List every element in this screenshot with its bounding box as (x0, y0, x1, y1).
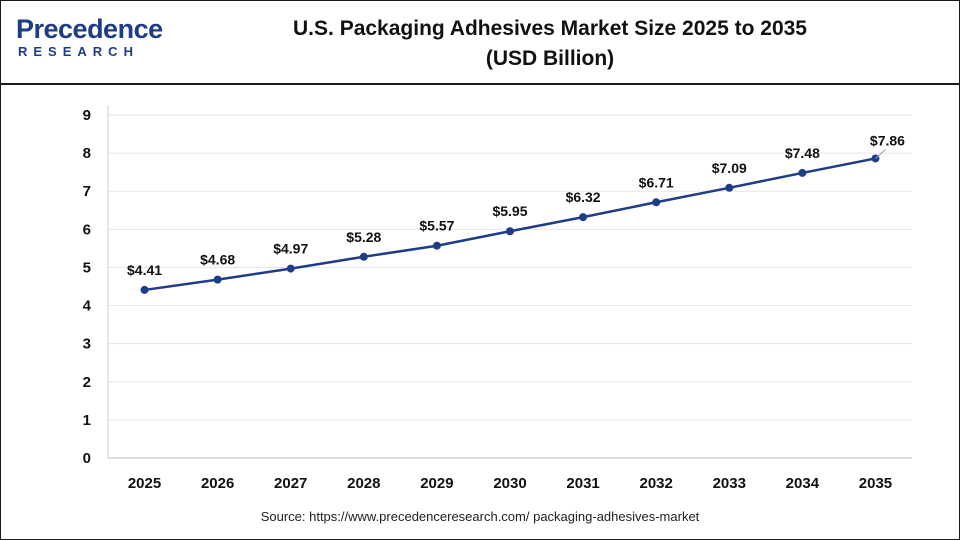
x-tick-label: 2026 (201, 475, 234, 492)
y-tick-label: 0 (83, 450, 91, 467)
chart-title-line-1: U.S. Packaging Adhesives Market Size 202… (293, 17, 807, 40)
y-tick-label: 2 (83, 374, 91, 391)
data-point (140, 285, 149, 294)
chart-title-line-2: (USD Billion) (485, 47, 615, 70)
data-label: $5.28 (346, 229, 381, 245)
source-note: Source: https://www.precedenceresearch.c… (260, 509, 700, 524)
y-tick-label: 6 (83, 221, 91, 238)
data-label: $5.57 (419, 218, 454, 234)
data-point (432, 241, 441, 250)
y-tick-label: 7 (83, 183, 91, 200)
data-point (286, 264, 295, 273)
y-tick-label: 8 (83, 145, 91, 162)
series-line (144, 157, 876, 292)
data-point (359, 252, 368, 261)
y-tick-label: 4 (83, 298, 92, 315)
logo-subtitle: RESEARCH (18, 44, 139, 59)
data-labels: $4.41 $4.68 $4.97 $5.28 $5.57 $5.95 $6.32 $6.71… (127, 132, 905, 277)
data-label: $7.09 (712, 160, 747, 176)
y-tick-label: 3 (83, 336, 91, 353)
data-point (725, 183, 734, 192)
y-axis-ticks: 0 1 2 3 4 5 6 7 8 9 (83, 107, 92, 467)
x-tick-label: 2025 (128, 475, 161, 492)
y-tick-label: 1 (83, 412, 91, 429)
chart-title: U.S. Packaging Adhesives Market Size 202… (250, 14, 850, 74)
data-point (652, 198, 661, 207)
x-tick-label: 2028 (347, 475, 380, 492)
data-label: $6.32 (566, 189, 601, 205)
data-points (140, 154, 880, 294)
data-label: $7.86 (870, 132, 905, 148)
logo-wordmark: Precedence (16, 14, 163, 44)
x-tick-label: 2032 (639, 475, 672, 492)
x-tick-label: 2027 (274, 475, 307, 492)
data-point (798, 168, 807, 177)
series-line-path (144, 157, 876, 292)
header: Precedence RESEARCH U.S. Packaging Adhes… (0, 0, 960, 85)
data-label: $4.68 (200, 252, 235, 268)
data-label: $4.97 (273, 241, 308, 257)
data-point (579, 213, 588, 222)
data-label: $6.71 (639, 174, 674, 190)
data-point (506, 227, 514, 236)
y-tick-label: 5 (83, 259, 91, 276)
data-label: $7.48 (785, 145, 820, 161)
x-tick-label: 2033 (713, 475, 746, 492)
data-point (213, 275, 222, 284)
x-tick-label: 2034 (786, 475, 820, 492)
data-label: $4.41 (127, 262, 162, 278)
x-tick-label: 2029 (420, 475, 453, 492)
precedence-research-logo: Precedence RESEARCH (16, 14, 166, 64)
x-tick-label: 2035 (859, 475, 892, 492)
grid-lines (107, 105, 912, 459)
x-tick-label: 2031 (566, 475, 599, 492)
data-label-leader (875, 149, 886, 159)
data-label: $5.95 (492, 203, 527, 219)
y-tick-label: 9 (83, 107, 91, 124)
x-axis-ticks: 2025 2026 2027 2028 2029 2030 2031 2032 2033 2034… (128, 475, 892, 492)
x-tick-label: 2030 (493, 475, 526, 492)
